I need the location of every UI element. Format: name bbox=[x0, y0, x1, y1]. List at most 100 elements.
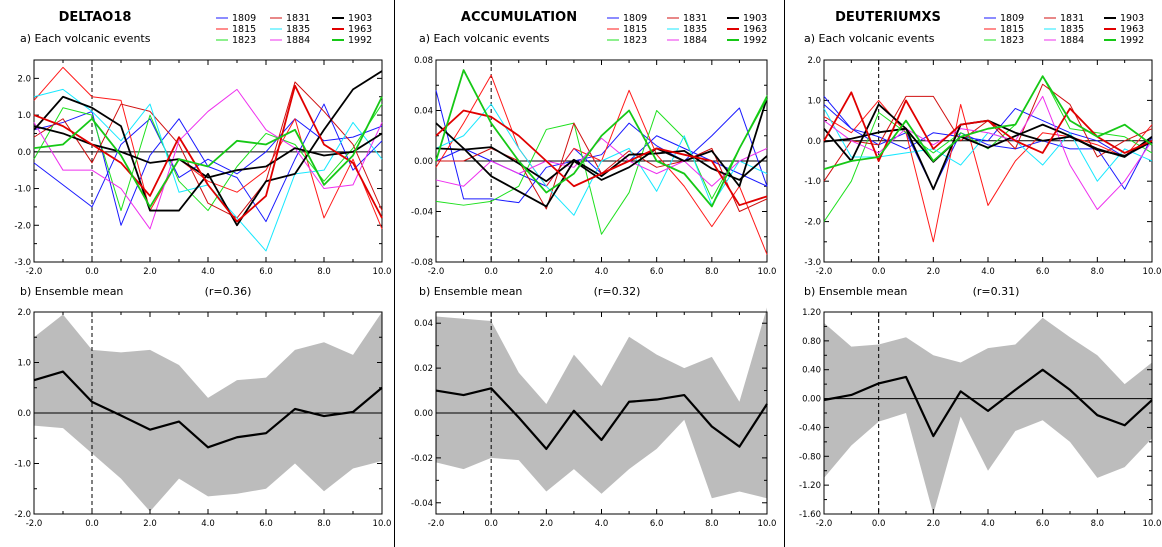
y-tick-label: 1.0 bbox=[17, 359, 31, 369]
y-tick-label: -2.0 bbox=[14, 221, 31, 231]
chart-deuteriumxs: DEUTERIUMXS a) Each volcanic events 1809… bbox=[799, 10, 1161, 529]
legend-label-1823: 1823 bbox=[1000, 35, 1024, 46]
subplot-a-label: a) Each volcanic events bbox=[20, 32, 151, 45]
y-tick-label: 0.04 bbox=[414, 319, 433, 329]
x-tick-label: -2.0 bbox=[26, 519, 43, 529]
x-tick-label: -2.0 bbox=[816, 267, 833, 277]
x-tick-label: 0.0 bbox=[484, 519, 498, 529]
series-line-1823 bbox=[435, 95, 768, 235]
legend-label-1992: 1992 bbox=[1120, 35, 1144, 46]
panel-accumulation: ACCUMULATION a) Each volcanic events 180… bbox=[397, 0, 783, 547]
x-tick-label: 10.0 bbox=[1143, 519, 1162, 529]
x-tick-label: -2.0 bbox=[816, 519, 833, 529]
x-tick-label: 10.0 bbox=[758, 519, 777, 529]
y-tick-label: -0.02 bbox=[411, 454, 433, 464]
panel-deltao18: DELTAO18 a) Each volcanic events 1809 183… bbox=[0, 0, 392, 547]
y-tick-label: 0.80 bbox=[802, 337, 821, 347]
x-tick-label: -2.0 bbox=[428, 267, 445, 277]
legend-label-1884: 1884 bbox=[683, 35, 707, 46]
series-line-1903 bbox=[33, 70, 383, 227]
bottom-plot: 0.04 0.02 0.00 -0.02 -0.04 -2.0 0.0 2.0 4.0 6.0 8.… bbox=[411, 307, 777, 529]
x-tick-label: 8.0 bbox=[1091, 267, 1105, 277]
y-tick-label: 0.0 bbox=[807, 137, 821, 147]
correlation-label: (r=0.32) bbox=[594, 285, 641, 298]
legend-label-1963: 1963 bbox=[743, 24, 767, 35]
series-line-1884 bbox=[435, 137, 768, 187]
x-tick-label: 6.0 bbox=[259, 519, 273, 529]
x-tick-label: 2.0 bbox=[143, 519, 157, 529]
legend-label-1835: 1835 bbox=[1060, 24, 1084, 35]
x-tick-label: 4.0 bbox=[201, 267, 215, 277]
x-tick-label: 2.0 bbox=[143, 267, 157, 277]
legend-label-1815: 1815 bbox=[623, 24, 647, 35]
legend-label-1831: 1831 bbox=[286, 13, 310, 24]
subplot-b-label: b) Ensemble mean bbox=[20, 285, 123, 298]
spread-band bbox=[436, 307, 767, 499]
y-tick-label: 0.04 bbox=[414, 107, 433, 117]
series-line-1992 bbox=[33, 96, 383, 208]
series-line-1809 bbox=[823, 96, 1153, 158]
spread-band bbox=[824, 317, 1152, 514]
y-tick-label: -0.08 bbox=[411, 258, 433, 268]
legend-label-1809: 1809 bbox=[623, 13, 647, 24]
x-tick-label: 6.0 bbox=[650, 267, 664, 277]
legend-label-1903: 1903 bbox=[743, 13, 767, 24]
x-tick-label: 6.0 bbox=[1036, 267, 1050, 277]
y-tick-label: -1.0 bbox=[804, 177, 821, 187]
legend-label-1835: 1835 bbox=[683, 24, 707, 35]
y-tick-label: 1.0 bbox=[807, 96, 821, 106]
legend: 1809 1831 1903 1815 1835 1963 1823 1884 1992 bbox=[216, 13, 372, 46]
x-tick-label: 0.0 bbox=[85, 267, 99, 277]
bottom-plot: 1.20 0.80 0.40 0.00 -0.40 -0.80 -1.20 -1.60-2.0… bbox=[799, 308, 1161, 529]
y-tick-label: 0.40 bbox=[802, 366, 821, 376]
y-tick-label: -1.60 bbox=[799, 510, 821, 520]
legend-label-1823: 1823 bbox=[232, 35, 256, 46]
series-line-1823 bbox=[33, 103, 383, 212]
legend-label-1884: 1884 bbox=[286, 35, 310, 46]
series-line-1815 bbox=[435, 74, 768, 255]
top-plot: 2.01.00.0-1.0-2.0-3.0-2.0 0.0 2.0 4.0 6.0 8.0… bbox=[804, 56, 1161, 277]
y-tick-label: 0.00 bbox=[414, 157, 433, 167]
x-tick-label: 4.0 bbox=[981, 267, 995, 277]
x-tick-label: 6.0 bbox=[1036, 519, 1050, 529]
correlation-label: (r=0.31) bbox=[973, 285, 1020, 298]
y-tick-label: 0.0 bbox=[17, 409, 31, 419]
y-tick-label: -3.0 bbox=[804, 258, 821, 268]
subplot-b-label: b) Ensemble mean bbox=[419, 285, 522, 298]
legend-label-1992: 1992 bbox=[348, 35, 372, 46]
chart-accumulation: ACCUMULATION a) Each volcanic events 180… bbox=[411, 10, 777, 529]
ensemble-mean-line bbox=[823, 368, 1153, 438]
chart-title: ACCUMULATION bbox=[461, 10, 577, 25]
x-tick-label: 0.0 bbox=[872, 267, 886, 277]
series-line-1831 bbox=[33, 81, 383, 219]
top-plot: 0.08 0.04 0.00 -0.04 -0.08-2.0 0.0 2.0 4.0 6.0 8.… bbox=[411, 56, 776, 277]
y-tick-label: 1.20 bbox=[802, 308, 821, 318]
x-tick-label: 2.0 bbox=[540, 519, 554, 529]
x-tick-label: -2.0 bbox=[428, 519, 445, 529]
y-tick-label: 2.0 bbox=[17, 74, 31, 84]
x-tick-label: 0.0 bbox=[872, 519, 886, 529]
y-tick-label: 2.0 bbox=[807, 56, 821, 66]
x-tick-label: 8.0 bbox=[1091, 519, 1105, 529]
panel-divider bbox=[784, 0, 785, 547]
subplot-b-label: b) Ensemble mean bbox=[804, 285, 907, 298]
y-tick-label: 0.08 bbox=[414, 56, 433, 66]
y-tick-label: -3.0 bbox=[14, 258, 31, 268]
x-tick-label: 8.0 bbox=[317, 267, 331, 277]
y-tick-label: -1.20 bbox=[799, 481, 821, 491]
y-tick-label: -1.0 bbox=[14, 460, 31, 470]
x-tick-label: 10.0 bbox=[758, 267, 777, 277]
x-tick-label: 10.0 bbox=[1143, 267, 1162, 277]
legend: 1809 1831 1903 1815 1835 1963 1823 1884 1992 bbox=[984, 13, 1144, 46]
x-tick-label: 10.0 bbox=[373, 267, 392, 277]
legend-label-1963: 1963 bbox=[348, 24, 372, 35]
legend-label-1815: 1815 bbox=[232, 24, 256, 35]
y-tick-label: 1.0 bbox=[17, 111, 31, 121]
legend-label-1992: 1992 bbox=[743, 35, 767, 46]
x-tick-label: -2.0 bbox=[26, 267, 43, 277]
y-tick-label: 0.00 bbox=[802, 395, 821, 405]
legend-label-1809: 1809 bbox=[1000, 13, 1024, 24]
x-tick-label: 8.0 bbox=[705, 267, 719, 277]
x-tick-label: 2.0 bbox=[927, 519, 941, 529]
x-tick-label: 0.0 bbox=[484, 267, 498, 277]
